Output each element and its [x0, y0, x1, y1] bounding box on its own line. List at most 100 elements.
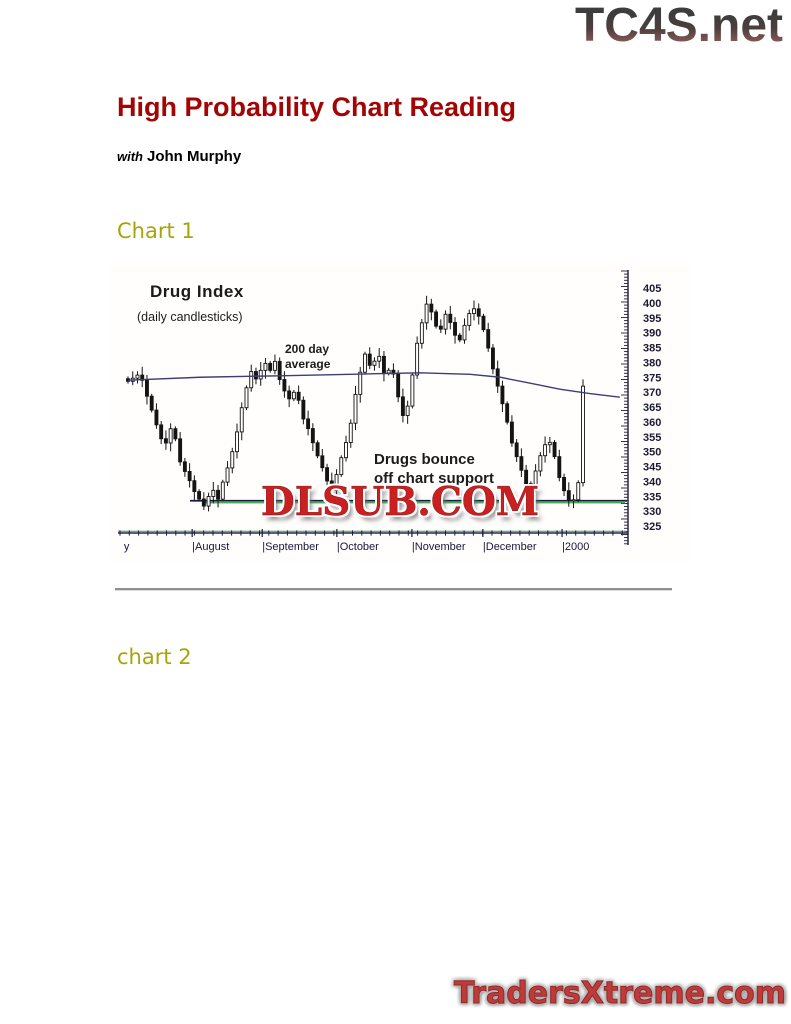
candlestick [358, 371, 363, 395]
candlestick [159, 424, 164, 440]
chart-subtitle: (daily candlesticks) [137, 310, 243, 324]
candlestick [197, 491, 202, 500]
candlestick [547, 441, 552, 446]
candlestick [187, 471, 192, 482]
x-tick-label: |October [337, 541, 379, 553]
candlestick [315, 442, 320, 457]
candlestick [566, 490, 571, 501]
candlestick [206, 496, 211, 507]
y-tick-label: 390 [643, 328, 661, 340]
candlestick [500, 385, 505, 405]
candlestick [552, 441, 557, 458]
candlestick [419, 322, 424, 344]
candlestick [149, 395, 154, 411]
tc4s-logo[interactable]: TC4S.net [574, 0, 783, 52]
byline-author: John Murphy [147, 148, 242, 165]
candlestick [225, 467, 230, 483]
price-chart-svg: 405 400 395 390 385 380 375 370 365 360 355 350 345 3… [118, 270, 661, 553]
byline-prefix: with [117, 149, 143, 164]
tradersxtreme-logo[interactable]: TradersXtreme.com [454, 976, 787, 1012]
candlestick [249, 371, 254, 389]
candlestick [538, 455, 543, 472]
byline: with John Murphy [117, 148, 241, 165]
candlestick [448, 313, 453, 323]
x-tick-label: y [124, 541, 130, 553]
annotation-line2: off chart support [374, 470, 494, 487]
candlestick [258, 369, 263, 380]
candlestick [581, 385, 585, 484]
page-title: High Probability Chart Reading [117, 92, 517, 122]
candlestick [192, 480, 197, 493]
moving-average-label: 200 day average [285, 342, 330, 372]
y-tick-label: 340 [643, 476, 661, 488]
y-tick-label: 345 [643, 462, 661, 474]
candlestick [377, 355, 382, 362]
candlestick [277, 360, 282, 380]
y-tick-label: 335 [643, 491, 661, 503]
candlestick [467, 313, 472, 326]
candlestick [533, 470, 538, 489]
candlestick [543, 444, 548, 457]
candlestick [472, 308, 476, 315]
candlestick [325, 467, 330, 482]
candlestick [524, 469, 529, 485]
candlestick [514, 442, 519, 458]
candlestick [453, 322, 457, 336]
candlestick [410, 374, 415, 407]
candlestick [396, 373, 401, 398]
candlestick [306, 418, 311, 430]
candlestick [145, 379, 149, 397]
support-annotation: Drugs bounce off chart support [374, 450, 494, 488]
candlestick [462, 324, 467, 341]
candlestick [434, 311, 439, 327]
candlestick [576, 482, 581, 501]
y-tick-label: 380 [643, 357, 661, 369]
y-tick-label: 350 [643, 447, 661, 459]
y-tick-label: 370 [643, 387, 661, 399]
candlestick [386, 369, 391, 374]
candlestick [528, 483, 533, 489]
candlestick [244, 387, 249, 409]
y-tick-label: 400 [643, 298, 661, 310]
y-tick-label: 385 [643, 343, 661, 355]
candlestick [334, 474, 339, 492]
candlestick [339, 457, 344, 476]
candlestick [519, 456, 524, 471]
candlestick [348, 422, 353, 443]
candlestick [216, 489, 221, 500]
candlestick [291, 391, 296, 400]
y-tick-label: 395 [643, 313, 661, 325]
y-tick-label: 355 [643, 432, 661, 444]
candlestick [173, 428, 178, 440]
section-heading-chart-1: Chart 1 [117, 219, 195, 243]
moving-average-line [127, 372, 620, 398]
ma-label-line2: average [285, 357, 331, 371]
candlestick [230, 451, 235, 469]
candlestick [211, 489, 216, 498]
candlestick [254, 371, 258, 380]
candlestick [438, 325, 443, 330]
section-heading-chart-2: chart 2 [117, 645, 192, 669]
candlestick [282, 379, 287, 392]
candlestick [509, 421, 514, 444]
x-tick-label: |December [483, 541, 537, 553]
dlsub-watermark: DLSUB.COM [260, 479, 540, 526]
candlestick [135, 374, 140, 379]
candlestick [235, 431, 239, 453]
candlestick [182, 461, 187, 472]
section-divider [115, 588, 672, 591]
candlestick [163, 438, 168, 444]
candlestick [320, 455, 325, 469]
candlestick [562, 477, 566, 492]
candlestick [505, 403, 510, 423]
candlestick [201, 498, 206, 507]
candlestick [381, 355, 386, 374]
candlestick [310, 428, 315, 444]
candlestick [220, 481, 225, 500]
candlestick [571, 499, 576, 502]
candlestick [296, 391, 301, 401]
candlestick [272, 360, 277, 371]
candlestick [329, 480, 334, 492]
candlestick [239, 407, 244, 433]
